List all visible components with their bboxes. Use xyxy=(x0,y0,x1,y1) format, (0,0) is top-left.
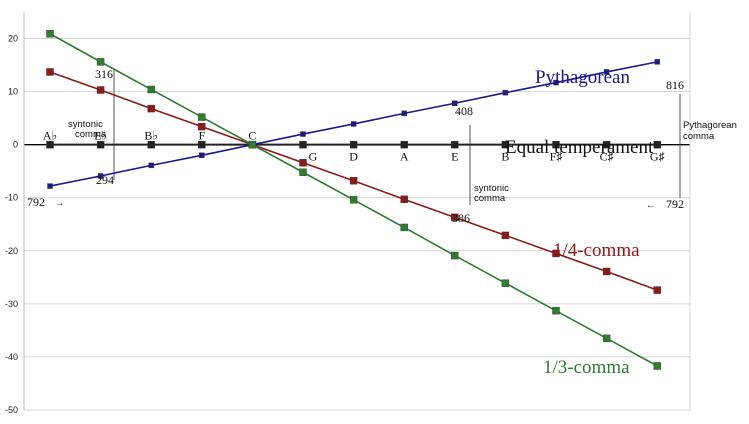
data-point xyxy=(96,86,105,94)
y-tick-label: -30 xyxy=(5,299,18,309)
data-point xyxy=(46,140,54,149)
data-point xyxy=(400,223,408,232)
data-point xyxy=(199,152,205,158)
category-label: E xyxy=(451,150,458,164)
annotation-816: 816 xyxy=(666,78,684,92)
data-point xyxy=(198,113,206,121)
data-point xyxy=(299,168,307,176)
syntonic-comma-left-line1: syntonic xyxy=(68,119,103,130)
data-point xyxy=(552,249,560,258)
data-point xyxy=(451,213,459,222)
annotation-408: 408 xyxy=(455,104,473,118)
syntonic-comma-left-line2: comma xyxy=(75,129,107,140)
data-point xyxy=(552,140,560,149)
data-point xyxy=(147,85,155,94)
category-label: G xyxy=(309,150,318,164)
series-label-pythagorean: Pythagorean xyxy=(535,67,630,88)
syntonic-comma-right-line1: syntonic xyxy=(474,183,509,194)
data-point xyxy=(553,79,559,86)
annotation-792-left: 792 xyxy=(27,195,45,209)
data-point xyxy=(603,69,610,75)
data-point xyxy=(198,140,206,149)
y-tick-labels: 20 10 0 -10 -20 -30 -40 -50 xyxy=(5,34,18,415)
pythagorean-comma-line1: Pythagorean xyxy=(683,120,737,131)
data-point xyxy=(147,140,155,149)
data-point xyxy=(46,30,54,38)
annotation-lines xyxy=(113,70,681,205)
syntonic-comma-right-line2: comma xyxy=(474,193,506,204)
category-label: B♭ xyxy=(144,129,158,143)
series-label-quarter-comma: 1/4-comma xyxy=(553,240,640,261)
data-point xyxy=(96,140,105,149)
data-point xyxy=(501,231,510,240)
y-tick-label: -40 xyxy=(5,352,18,362)
data-point xyxy=(501,140,510,149)
y-tick-label: 20 xyxy=(8,34,18,44)
arrow-right: ← xyxy=(646,200,656,211)
data-point xyxy=(653,286,661,294)
data-point xyxy=(401,110,407,117)
data-point xyxy=(349,196,358,204)
series-1-4-comma xyxy=(46,68,661,294)
arrow-left: → xyxy=(55,198,65,209)
data-point xyxy=(47,183,53,189)
annotation-386: 386 xyxy=(452,211,470,225)
category-label: C♯ xyxy=(600,150,614,164)
series-label-equal-temperament: Equal temperament xyxy=(505,137,654,158)
data-point xyxy=(147,104,155,113)
data-point xyxy=(654,59,660,65)
data-point xyxy=(602,334,611,343)
category-labels: A♭ E♭ B♭ F C G D A E B F♯ C♯ G♯ xyxy=(43,129,665,164)
data-point xyxy=(46,68,54,76)
data-point xyxy=(602,140,611,149)
data-point xyxy=(349,140,358,149)
category-label: G♯ xyxy=(650,150,665,164)
category-label: D xyxy=(349,150,358,164)
series-equal-temperament xyxy=(46,140,661,149)
annotation-792-right: 792 xyxy=(666,197,684,211)
y-tick-label: -50 xyxy=(5,405,18,415)
data-point xyxy=(299,159,307,167)
category-label: E♭ xyxy=(94,129,107,143)
category-label: A♭ xyxy=(43,129,57,143)
series-1-3-comma xyxy=(46,30,661,370)
category-label: F♯ xyxy=(550,150,563,164)
pythagorean-comma-line2: comma xyxy=(683,131,715,142)
data-point xyxy=(350,121,357,127)
data-point xyxy=(451,140,459,149)
data-point xyxy=(653,140,661,149)
y-tick-label: -10 xyxy=(5,193,18,203)
data-point xyxy=(349,177,358,185)
data-point xyxy=(653,362,661,370)
category-label: C xyxy=(248,129,256,143)
data-point xyxy=(451,251,459,260)
y-tick-label: -20 xyxy=(5,246,18,256)
y-tick-label: 0 xyxy=(13,140,18,150)
category-label: A xyxy=(400,150,409,164)
data-point xyxy=(96,58,105,66)
data-point xyxy=(602,267,611,276)
data-point xyxy=(97,173,104,179)
annotation-294: 294 xyxy=(96,173,114,187)
y-tick-label: 10 xyxy=(8,87,18,97)
category-label: F xyxy=(198,129,205,143)
series-layer xyxy=(46,30,661,370)
data-point xyxy=(452,100,458,106)
data-point xyxy=(501,279,510,287)
data-point xyxy=(400,140,408,149)
data-point xyxy=(400,195,408,204)
annotation-316: 316 xyxy=(95,67,113,81)
category-label: B xyxy=(501,150,509,164)
data-point xyxy=(300,131,306,137)
data-point xyxy=(552,307,560,315)
series-label-third-comma: 1/3-comma xyxy=(543,357,630,378)
data-point xyxy=(248,140,257,149)
data-point xyxy=(198,122,206,131)
series-pythagorean xyxy=(47,59,660,189)
data-point xyxy=(502,89,509,96)
data-point xyxy=(148,162,154,169)
data-point xyxy=(299,140,307,149)
